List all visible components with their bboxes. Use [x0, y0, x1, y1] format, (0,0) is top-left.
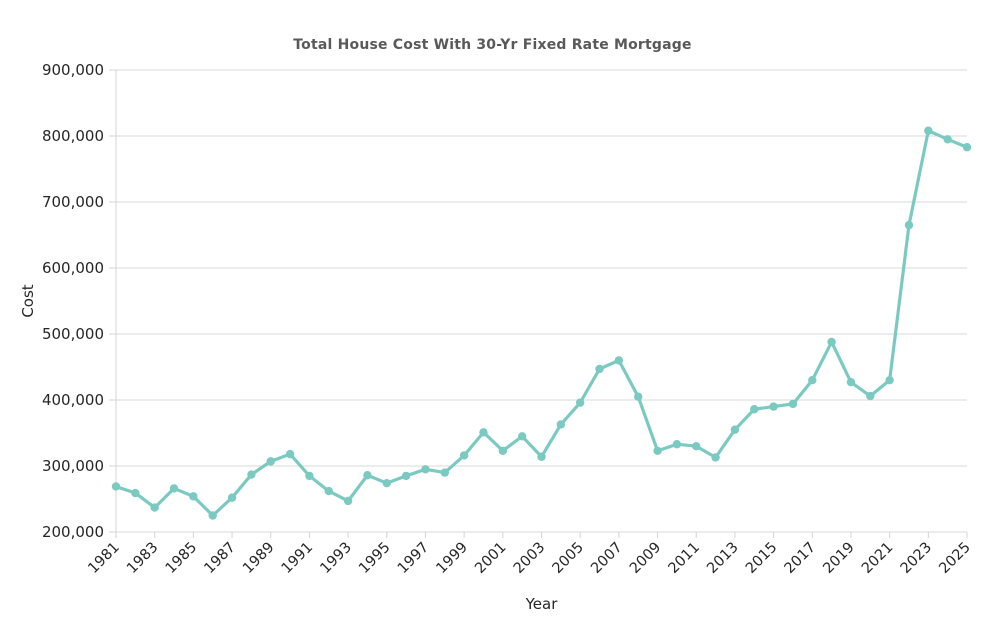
data-point	[730, 425, 740, 434]
y-tick-label: 500,000	[42, 325, 104, 343]
y-tick-label: 800,000	[42, 127, 104, 145]
data-point	[517, 432, 527, 441]
data-point	[324, 486, 333, 496]
x-tick-label: 2005	[550, 540, 587, 577]
data-point	[150, 503, 159, 512]
data-point	[866, 391, 875, 401]
data-point	[924, 126, 933, 135]
x-tick-label: 2015	[743, 540, 780, 577]
data-point	[595, 364, 604, 374]
data-point	[556, 420, 566, 429]
data-point	[808, 376, 817, 385]
x-tick-label: 2017	[782, 540, 819, 577]
data-point	[575, 398, 585, 407]
x-tick-label: 1991	[279, 540, 316, 577]
data-point	[266, 457, 275, 466]
data-point	[943, 135, 952, 144]
x-tick-label: 1993	[318, 540, 355, 577]
x-tick-label: 2011	[666, 540, 703, 577]
data-point	[305, 471, 314, 481]
x-tick-label: 2013	[704, 540, 741, 577]
data-point	[750, 405, 759, 414]
data-point	[653, 446, 662, 456]
data-point	[479, 428, 488, 437]
data-point	[614, 356, 624, 365]
x-tick-label: 2025	[936, 540, 973, 577]
data-point	[498, 446, 508, 456]
data-point	[189, 492, 198, 501]
x-tick-label: 1995	[356, 540, 393, 577]
data-point	[692, 442, 701, 451]
data-point	[827, 337, 836, 347]
x-tick-label: 1997	[395, 540, 432, 577]
data-point	[227, 493, 237, 502]
data-point	[169, 484, 179, 493]
data-point	[537, 452, 546, 461]
x-tick-label: 2019	[820, 540, 857, 577]
y-tick-label: 900,000	[42, 61, 104, 79]
x-tick-label: 2007	[588, 540, 625, 577]
x-tick-label: 1989	[240, 540, 277, 577]
y-tick-label: 300,000	[42, 457, 104, 475]
x-tick-label: 2023	[898, 540, 935, 577]
data-point	[885, 376, 894, 385]
x-tick-label: 2021	[859, 540, 896, 577]
data-point	[672, 440, 682, 449]
data-point	[208, 511, 217, 520]
data-point	[904, 220, 914, 230]
x-tick-label: 2009	[627, 540, 664, 577]
data-point	[846, 377, 856, 387]
data-point	[634, 392, 643, 401]
data-point	[962, 143, 972, 152]
data-point	[343, 496, 353, 506]
x-tick-label: 1981	[85, 540, 122, 577]
x-tick-label: 1983	[124, 540, 161, 577]
data-point	[401, 471, 411, 481]
chart-title: Total House Cost With 30-Yr Fixed Rate M…	[293, 37, 692, 53]
data-point	[711, 453, 720, 462]
data-point	[382, 478, 391, 488]
x-tick-label: 1985	[163, 540, 200, 577]
data-point	[440, 468, 449, 477]
x-tick-label: 1987	[201, 540, 238, 577]
x-tick-label: 2001	[472, 540, 509, 577]
data-point	[285, 449, 295, 459]
y-tick-label: 700,000	[42, 193, 104, 211]
data-point	[247, 470, 256, 479]
data-point	[788, 399, 798, 409]
data-point	[131, 488, 140, 498]
y-tick-label: 200,000	[42, 523, 104, 541]
data-point	[363, 471, 372, 480]
x-tick-label: 1999	[434, 540, 471, 577]
data-point	[459, 451, 469, 460]
y-tick-label: 600,000	[42, 259, 104, 277]
data-point	[111, 482, 121, 491]
data-point	[421, 465, 430, 474]
data-point	[769, 402, 778, 411]
y-tick-label: 400,000	[42, 391, 104, 409]
x-tick-label: 2003	[511, 540, 548, 577]
x-axis-label: Year	[525, 595, 558, 613]
